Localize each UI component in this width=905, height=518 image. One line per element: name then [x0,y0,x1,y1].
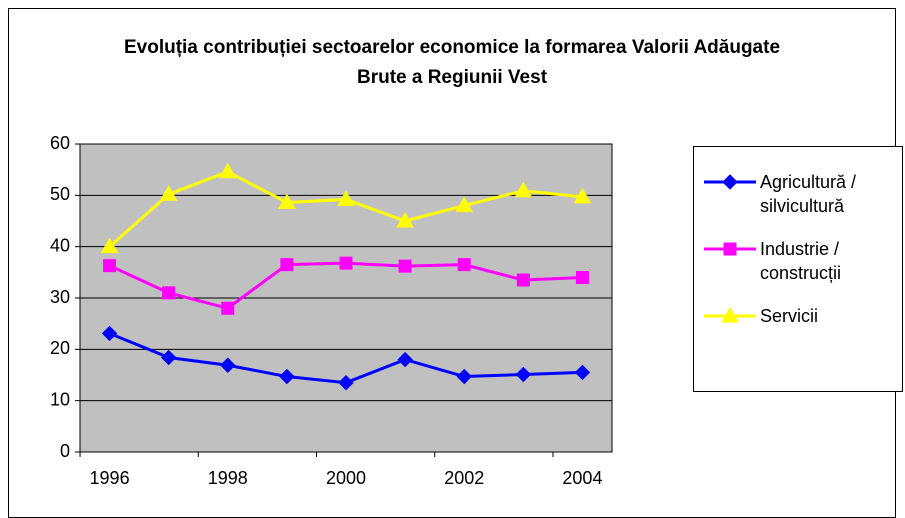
legend-swatch [704,242,756,256]
data-point [159,185,178,201]
legend-swatch [704,174,756,190]
legend-label: Industrie / construcții [760,239,842,283]
data-point [397,351,413,368]
data-point [514,181,533,198]
page: {"chart_data": {"type": "line", "title":… [8,8,903,518]
data-point [279,368,295,385]
data-point [339,256,353,270]
data-point [456,368,472,385]
x-tick-label: 2004 [562,468,602,488]
y-tick-label: 30 [50,287,70,307]
data-point [575,270,589,284]
legend-item: Industrie / construcții [702,237,890,285]
data-point [516,273,530,287]
legend: Agricultură / silvicultură Industrie / co… [693,146,903,392]
data-point [103,259,117,273]
data-point [162,286,176,300]
data-point [457,258,471,272]
data-point [278,193,296,210]
y-tick-label: 0 [60,441,70,461]
chart-title: Evoluția contribuției sectoarelor econom… [123,37,781,88]
y-tick-label: 40 [50,235,70,255]
y-tick-label: 50 [50,184,70,204]
legend-label: Servicii [760,306,819,326]
data-point [515,366,532,383]
x-tick-label: 1998 [208,468,248,488]
chart: 0 10 20 30 40 50 60 1996 1998 2000 2002 2004 [50,133,613,488]
plot-border [79,143,613,453]
data-point [574,364,591,381]
data-point [338,374,354,391]
data-point [221,301,235,315]
data-point [455,196,474,213]
legend-marker [721,306,739,323]
legend-swatch [704,306,756,323]
legend-label: Agricultură / silvicultură [760,172,857,216]
legend-item: Agricultură / silvicultură [702,170,890,218]
legend-marker [723,242,737,256]
y-tick-label: 60 [50,133,70,153]
y-tick-label: 10 [50,389,70,409]
data-point [100,237,119,254]
data-point [101,325,118,342]
legend-item: Servicii [702,304,890,328]
data-point [220,357,236,373]
y-tick-label: 20 [50,338,70,358]
data-point [337,190,355,206]
data-point [573,187,592,204]
data-point [398,259,412,273]
x-tick-label: 1996 [90,468,130,488]
x-tick-label: 2002 [444,468,484,488]
data-point [280,258,294,272]
x-tick-label: 2000 [326,468,366,488]
data-point [396,211,414,228]
legend-marker [722,174,738,190]
data-point [218,162,237,179]
data-point [160,349,177,366]
